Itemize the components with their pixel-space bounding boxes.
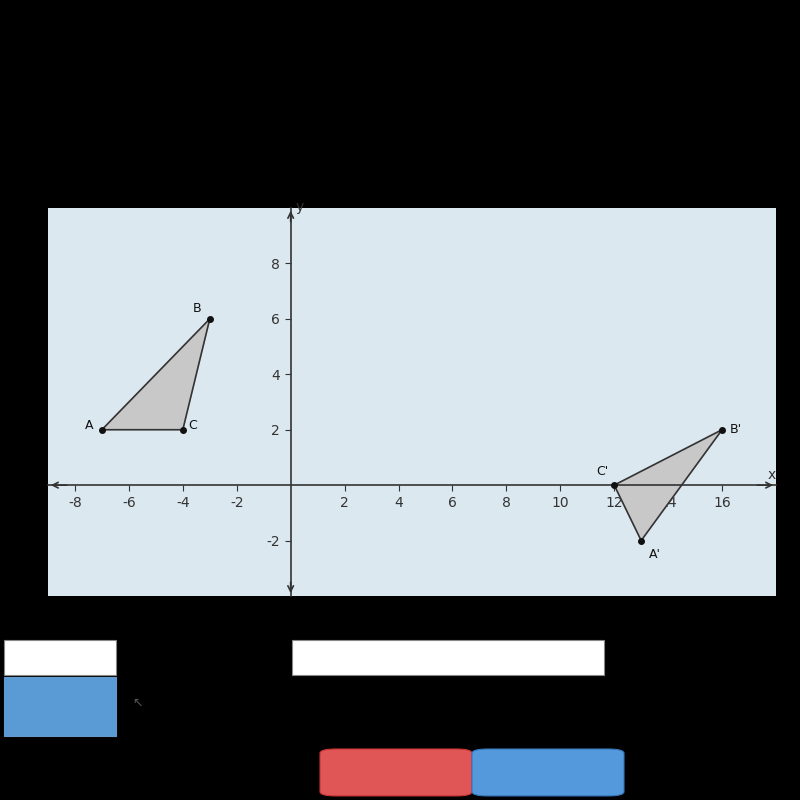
Text: B: B <box>193 302 202 314</box>
Text: ▼: ▼ <box>102 653 109 662</box>
Text: ▼: ▼ <box>587 653 594 662</box>
FancyBboxPatch shape <box>4 640 116 674</box>
Text: Select the correct answer from each drop-down menu.: Select the correct answer from each drop… <box>8 183 437 197</box>
Text: followed by a translation: followed by a translation <box>124 650 270 664</box>
Polygon shape <box>102 319 210 430</box>
Text: A sequence of transformations maps △ABC to △A’B’C’. The sequence of transformati: A sequence of transformations maps △ABC … <box>8 602 694 615</box>
FancyBboxPatch shape <box>320 749 472 796</box>
Text: B': B' <box>730 423 742 436</box>
Text: C': C' <box>597 466 609 478</box>
FancyBboxPatch shape <box>472 749 624 796</box>
Text: x: x <box>768 469 776 482</box>
FancyBboxPatch shape <box>4 677 116 736</box>
Text: C: C <box>188 419 197 432</box>
Text: A': A' <box>650 547 662 561</box>
Text: ↖: ↖ <box>132 697 142 710</box>
Text: Reset: Reset <box>375 766 417 779</box>
Text: A: A <box>86 419 94 432</box>
Text: x-axis: x-axis <box>34 650 70 664</box>
Text: Next: Next <box>530 766 566 779</box>
Text: y: y <box>296 199 304 214</box>
Polygon shape <box>614 430 722 541</box>
Text: y-axis: y-axis <box>34 687 69 700</box>
FancyBboxPatch shape <box>292 640 604 674</box>
Text: x-axis: x-axis <box>34 712 70 726</box>
